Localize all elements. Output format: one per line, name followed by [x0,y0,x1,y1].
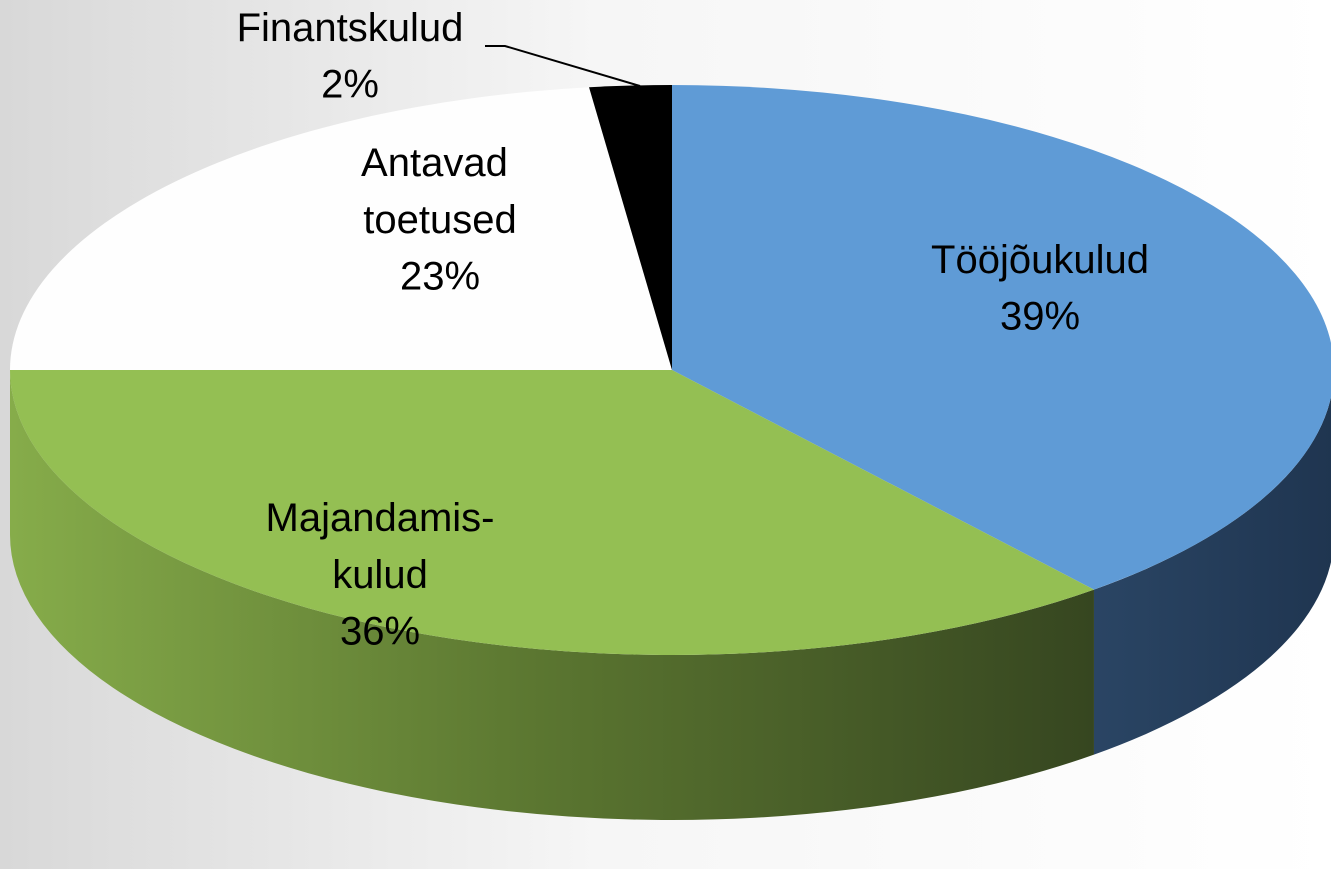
leader-line [485,45,641,87]
value-label: 39% [1000,295,1080,339]
category-label: Finantskulud [237,6,464,50]
slice-side [1093,397,1331,755]
value-label: 36% [340,610,420,654]
value-label: 2% [321,63,379,107]
slice [589,85,672,370]
slice [10,87,672,370]
slice [10,370,1094,655]
category-label: Tööjõukulud [931,238,1149,282]
value-label: 23% [400,255,480,299]
slice [672,85,1331,590]
category-label: Majandamis-kulud [266,496,495,597]
slice-side [9,370,1094,820]
category-label: Antavad toetused [361,141,519,242]
